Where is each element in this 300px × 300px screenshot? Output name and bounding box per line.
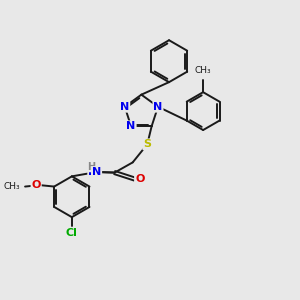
Text: S: S (143, 139, 151, 149)
Text: N: N (127, 121, 136, 131)
Text: CH₃: CH₃ (3, 182, 20, 191)
Text: N: N (153, 102, 163, 112)
Text: O: O (135, 174, 144, 184)
Text: H: H (90, 167, 98, 177)
Text: O: O (32, 180, 41, 190)
Text: N: N (120, 102, 129, 112)
Text: CH₃: CH₃ (195, 66, 212, 75)
Text: H: H (87, 162, 95, 172)
Text: Cl: Cl (66, 228, 78, 238)
Text: N: N (92, 167, 101, 177)
Text: N: N (88, 167, 98, 177)
